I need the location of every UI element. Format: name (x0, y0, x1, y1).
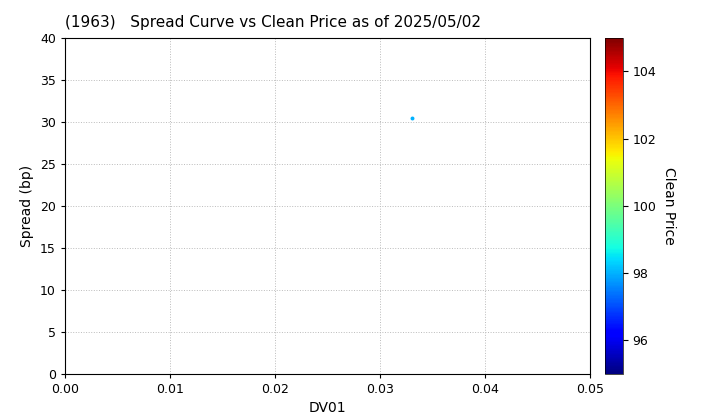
Y-axis label: Clean Price: Clean Price (662, 167, 676, 245)
X-axis label: DV01: DV01 (309, 402, 346, 415)
Y-axis label: Spread (bp): Spread (bp) (20, 165, 35, 247)
Text: (1963)   Spread Curve vs Clean Price as of 2025/05/02: (1963) Spread Curve vs Clean Price as of… (65, 15, 481, 30)
Point (406, 114, 418, 121)
